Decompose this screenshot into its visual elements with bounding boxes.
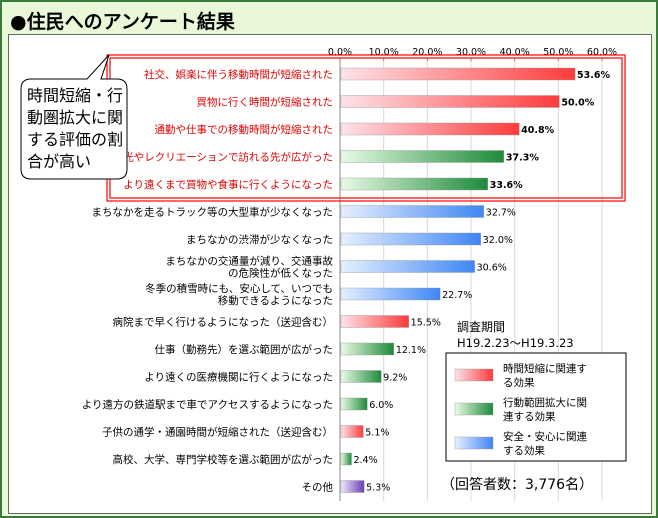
category-label: 移動できるようになった <box>218 294 333 307</box>
category-label: の危険性が低くなった <box>228 267 333 280</box>
legend-label: る効果 <box>503 376 535 389</box>
legend-label: 行動範囲拡大に関 <box>503 396 587 409</box>
category-label: 通勤や仕事での移動時間が短縮された <box>155 123 334 136</box>
callout-text: 時間短縮・行 <box>27 86 123 105</box>
data-label: 32.0% <box>483 235 513 246</box>
survey-period-label: 調査期間 <box>457 320 505 334</box>
data-label: 32.7% <box>486 208 516 219</box>
data-label: 30.6% <box>477 263 507 274</box>
data-label: 6.0% <box>369 400 393 411</box>
callout-text: 動圏拡大に関 <box>27 108 123 127</box>
data-label: 2.4% <box>353 455 377 466</box>
data-label: 33.6% <box>490 180 523 191</box>
x-tick-label: 40.0% <box>500 47 530 58</box>
chart-panel: 0.0% 10.0% 20.0% 30.0% 40.0% 50.0% 60.0% 社交、娯楽… <box>8 34 652 514</box>
data-label: 22.7% <box>442 290 472 301</box>
category-label: まちなかの渋滞が少なくなった <box>186 233 333 246</box>
category-label: 仕事（勤務先）を選ぶ範囲が広がった <box>155 343 334 356</box>
data-label: 15.5% <box>411 318 441 329</box>
legend-label: 時間短縮に関連す <box>503 362 587 375</box>
x-tick-label: 20.0% <box>412 47 442 58</box>
category-label: まちなかを走るトラック等の大型車が少なくなった <box>92 206 334 219</box>
data-label: 5.3% <box>366 483 390 494</box>
data-label: 5.1% <box>365 428 389 439</box>
category-label: 観光やレクリエーションで訪れる先が広がった <box>113 151 333 164</box>
callout-text: する評価の割 <box>27 130 123 149</box>
legend-label: する効果 <box>503 444 545 457</box>
data-label: 50.0% <box>561 98 594 109</box>
x-tick-label: 50.0% <box>543 47 573 58</box>
x-tick-label: 10.0% <box>369 47 399 58</box>
category-label: 買物に行く時間が短縮された <box>197 96 334 109</box>
data-label: 40.8% <box>521 125 554 136</box>
bar <box>340 342 395 356</box>
bar <box>340 287 441 301</box>
legend-swatch <box>454 402 494 416</box>
category-label: 病院まで早く行けるようになった（送迎含む） <box>113 316 334 329</box>
data-label: 53.6% <box>577 70 610 81</box>
data-label: 37.3% <box>506 153 539 164</box>
bar <box>340 315 409 328</box>
category-label: 冬季の積雪時にも、安心して、いつでも <box>145 282 333 295</box>
legend-swatch <box>454 368 494 382</box>
data-label: 12.1% <box>396 345 426 356</box>
bar <box>340 95 560 108</box>
page-title: ●住民へのアンケート結果 <box>10 11 235 33</box>
data-label: 9.2% <box>383 373 407 384</box>
respondent-count: （回答者数：3,776名） <box>441 476 593 493</box>
legend-label: 安全・安心に関連 <box>503 430 587 443</box>
bar <box>340 397 368 411</box>
bar <box>340 425 364 438</box>
callout-text: 合が高い <box>27 152 91 171</box>
bar <box>340 452 352 466</box>
bar <box>340 205 484 218</box>
category-label: まちなかの交通量が減り、交通事故 <box>165 255 333 268</box>
category-label: その他 <box>302 481 334 494</box>
bar <box>340 177 488 191</box>
x-tick-label: 30.0% <box>456 47 486 58</box>
survey-period-range: H19.2.23～H19.3.23 <box>457 336 574 350</box>
category-label: 高校、大学、専門学校等を選ぶ範囲が広がった <box>113 453 334 466</box>
category-label: 子供の通学・通園時間が短縮された（送迎含む） <box>102 426 333 439</box>
legend-label: 連する効果 <box>503 410 556 423</box>
category-label: より遠方の鉄道駅まで車でアクセスするようになった <box>82 398 333 411</box>
category-label: より遠くまで買物や食事に行くようになった <box>123 178 333 191</box>
category-label: より遠くの医療機関に行くようになった <box>144 371 333 384</box>
x-tick-label: 60.0% <box>587 47 617 58</box>
x-tick-label: 0.0% <box>328 47 352 58</box>
category-label: 社交、娯楽に伴う移動時間が短縮された <box>144 68 333 81</box>
callout-bubble <box>20 54 128 180</box>
legend-swatch <box>454 436 494 450</box>
bar <box>340 122 520 136</box>
bar <box>340 150 505 163</box>
bar <box>340 370 382 383</box>
bar <box>340 232 481 246</box>
bar <box>340 67 576 81</box>
figure-header: ●住民へのアンケート結果 <box>4 4 656 34</box>
bar <box>340 480 365 493</box>
bar-chart: 0.0% 10.0% 20.0% 30.0% 40.0% 50.0% 60.0% 社交、娯楽… <box>20 47 627 501</box>
bar <box>340 260 475 273</box>
